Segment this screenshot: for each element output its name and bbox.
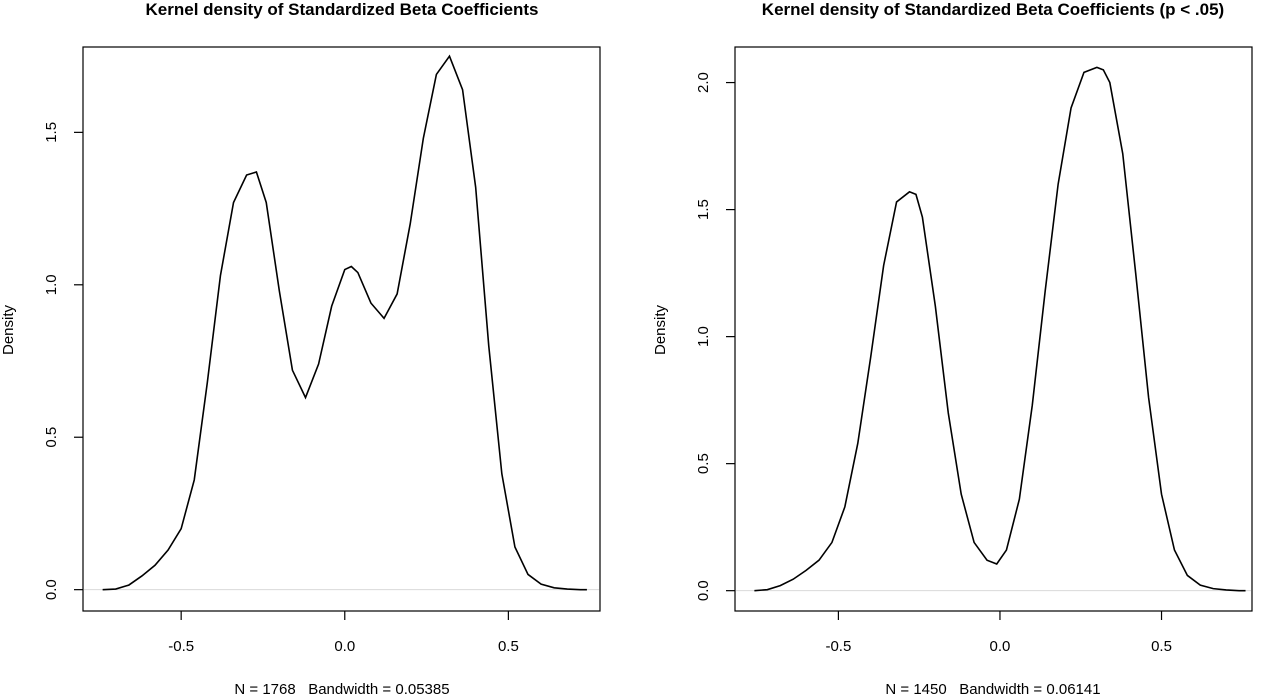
left-x-axis-label: N = 1768 Bandwidth = 0.05385 [234,681,449,695]
right-x-tick-label: 0.5 [1151,638,1172,655]
left-x-tick-label: -0.5 [168,638,194,655]
right-y-ticks: 0.0 0.5 1.0 1.5 2.0 [695,72,735,601]
right-x-tick-label: -0.5 [825,638,851,655]
left-x-ticks: -0.5 0.0 0.5 [168,611,519,655]
right-y-tick-label: 0.5 [695,453,712,474]
left-x-tick-label: 0.5 [498,638,519,655]
left-y-tick-label: 0.0 [43,579,60,600]
right-plot-frame [734,46,1253,612]
right-x-axis-label: N = 1450 Bandwidth = 0.06141 [885,681,1100,695]
left-y-tick-label: 1.0 [43,274,60,295]
right-y-tick-label: 2.0 [695,72,712,93]
right-chart-title: Kernel density of Standardized Beta Coef… [762,0,1224,19]
left-y-tick-label: 0.5 [43,427,60,448]
right-y-tick-label: 0.0 [695,580,712,601]
right-x-tick-label: 0.0 [990,638,1011,655]
right-y-tick-label: 1.0 [695,326,712,347]
left-x-tick-label: 0.0 [334,638,355,655]
left-panel: Kernel density of Standardized Beta Coef… [0,0,601,695]
right-density-curve [754,66,1246,592]
left-y-tick-label: 1.5 [43,122,60,143]
right-panel: Kernel density of Standardized Beta Coef… [652,0,1253,695]
left-plot-frame [82,46,601,612]
left-y-axis-label: Density [0,304,17,355]
right-y-axis-label: Density [652,304,669,355]
right-y-tick-label: 1.5 [695,199,712,220]
left-density-curve [102,54,587,591]
left-chart-title: Kernel density of Standardized Beta Coef… [146,0,539,19]
left-y-ticks: 0.0 0.5 1.0 1.5 [43,122,83,600]
right-x-ticks: -0.5 0.0 0.5 [825,611,1172,655]
